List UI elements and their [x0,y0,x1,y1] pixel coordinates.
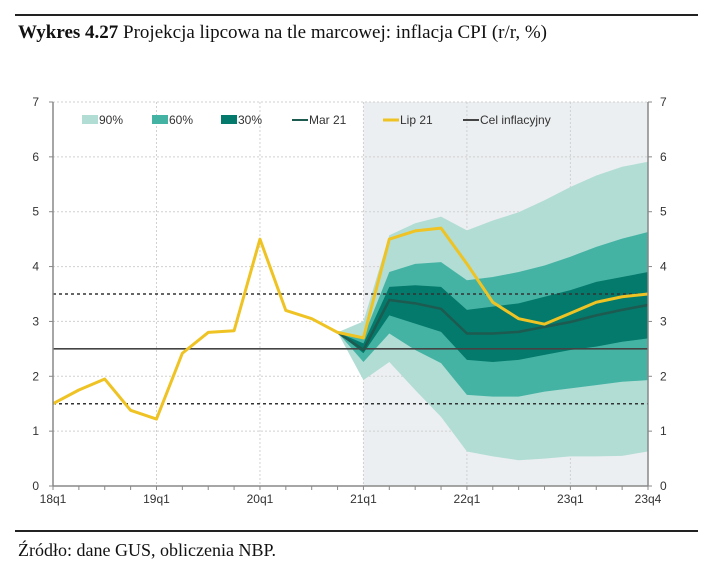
y-tick-label-left: 6 [32,150,39,164]
x-tick-label: 23q1 [557,492,584,506]
y-tick-label-left: 3 [32,314,39,328]
y-tick-label-left: 4 [32,260,39,274]
y-tick-label-left: 0 [32,479,39,493]
y-tick-label-left: 7 [32,95,39,109]
chart-number: Wykres 4.27 [18,22,119,43]
y-tick-label-left: 1 [32,424,39,438]
series-line-mar-21 [336,298,649,352]
y-tick-label-right: 6 [660,150,667,164]
x-tick-label: 21q1 [350,492,377,506]
legend-swatch [152,115,168,124]
y-tick-label-right: 2 [660,369,667,383]
chart-title-text: Projekcja lipcowa na tle marcowej: infla… [123,22,547,43]
y-tick-label-right: 4 [660,260,667,274]
y-tick-label-right: 1 [660,424,667,438]
y-tick-label-left: 2 [32,369,39,383]
legend-label: Lip 21 [400,113,433,127]
chart-title: Wykres 4.27 Projekcja lipcowa na tle mar… [18,20,698,46]
y-tick-label-right: 5 [660,205,667,219]
source-note: Źródło: dane GUS, obliczenia NBP. [18,540,276,560]
x-tick-label: 18q1 [40,492,67,506]
y-tick-label-right: 7 [660,95,667,109]
x-tick-label: 22q1 [454,492,481,506]
legend-label: 30% [238,113,262,127]
y-tick-label-right: 3 [660,314,667,328]
legend-label: 60% [169,113,193,127]
legend-swatch [221,115,237,124]
legend-label: 90% [99,113,123,127]
x-tick-label: 20q1 [247,492,274,506]
top-rule [15,14,698,16]
series-line-lip-21 [52,226,649,421]
legend-label: Mar 21 [309,113,347,127]
y-tick-label-right: 0 [660,479,667,493]
bottom-rule [15,530,698,532]
x-tick-label: 19q1 [143,492,170,506]
y-tick-label-left: 5 [32,205,39,219]
x-tick-label: 23q4 [635,492,662,506]
legend-swatch [82,115,98,124]
legend-label: Cel inflacyjny [480,113,551,127]
